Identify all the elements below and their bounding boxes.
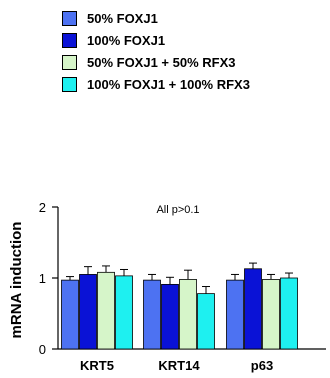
y-axis-label: mRNA induction	[8, 222, 25, 339]
legend-swatch	[62, 32, 77, 48]
legend-item: 50% FOXJ1	[62, 8, 250, 28]
legend: 50% FOXJ1 100% FOXJ1 50% FOXJ1 + 50% RFX…	[62, 8, 250, 96]
bar	[197, 293, 215, 350]
x-tick-label: KRT5	[80, 358, 114, 373]
y-tick-label: 1	[39, 271, 46, 286]
annotation: All p>0.1	[156, 204, 199, 216]
legend-swatch	[62, 76, 77, 92]
bar	[143, 279, 161, 350]
x-tick-label: p63	[251, 358, 273, 373]
legend-label: 100% FOXJ1 + 100% RFX3	[87, 76, 250, 92]
bar	[280, 277, 298, 350]
bar	[244, 268, 262, 350]
bar	[262, 279, 280, 350]
bar	[161, 283, 179, 350]
legend-swatch	[62, 10, 77, 26]
y-tick-label: 2	[39, 200, 46, 215]
legend-label: 100% FOXJ1	[87, 32, 166, 48]
bar	[179, 279, 197, 350]
legend-label: 50% FOXJ1 + 50% RFX3	[87, 54, 236, 70]
bar	[226, 279, 244, 350]
bar	[97, 271, 115, 350]
y-tick-label: 0	[39, 342, 46, 357]
x-tick-label: KRT14	[158, 358, 200, 373]
legend-item: 100% FOXJ1	[62, 30, 250, 50]
legend-swatch	[62, 54, 77, 70]
bar	[79, 274, 97, 350]
legend-item: 100% FOXJ1 + 100% RFX3	[62, 74, 250, 94]
legend-item: 50% FOXJ1 + 50% RFX3	[62, 52, 250, 72]
bar	[115, 275, 133, 350]
bar	[61, 279, 79, 350]
legend-label: 50% FOXJ1	[87, 10, 158, 26]
